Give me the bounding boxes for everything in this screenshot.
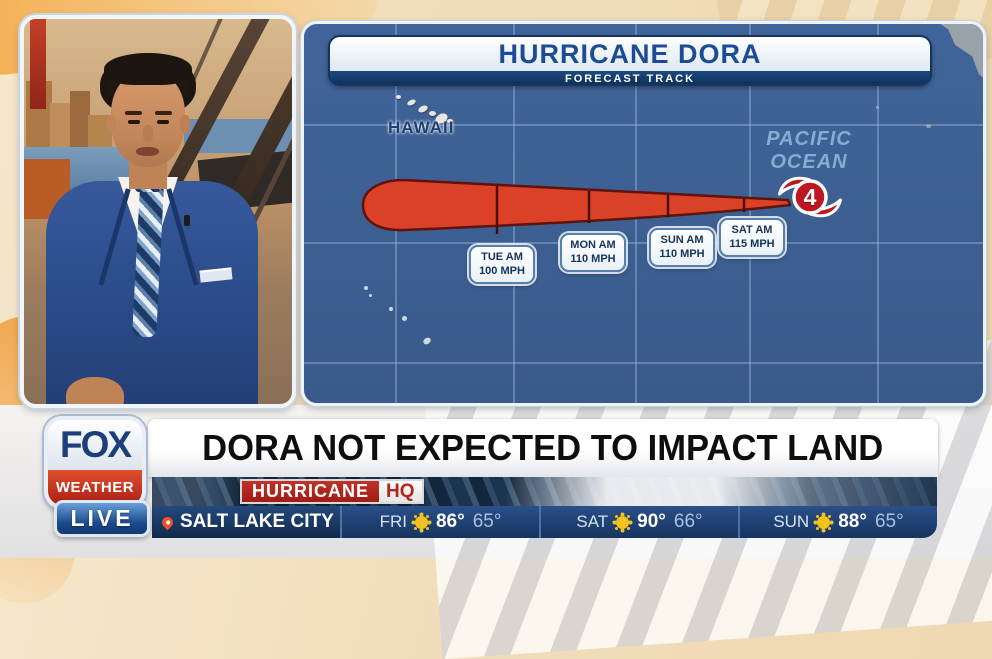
- small-island: [364, 286, 368, 290]
- forecast-time: TUE AM: [481, 251, 523, 263]
- high-temp: 90°: [637, 511, 666, 532]
- map-gridline: [304, 362, 983, 364]
- ocean-label-line1: PACIFIC: [766, 128, 852, 150]
- coastal-islet: [926, 124, 931, 128]
- hawaii-island: [429, 111, 436, 116]
- day-label: SAT: [576, 512, 609, 531]
- forecast-wind: 115 MPH: [729, 238, 775, 251]
- hurricane-hq-word: HURRICANE: [240, 479, 379, 504]
- anchor-nose: [143, 125, 153, 142]
- anchor-hairline: [104, 53, 192, 85]
- ticker-location: SALT LAKE CITY: [152, 506, 340, 538]
- coastal-islet: [876, 106, 879, 109]
- anchor-mouth: [136, 147, 159, 156]
- anchor-eyebrow: [155, 111, 172, 115]
- anchor-eye: [157, 120, 169, 124]
- ocean-label: PACIFIC OCEAN: [734, 128, 884, 174]
- anchor-eyebrow: [125, 111, 142, 115]
- storm-category: 4: [803, 183, 817, 210]
- day-label: FRI: [379, 512, 407, 531]
- fox-logo-top: FOX: [48, 420, 142, 471]
- headline-text: DORA NOT EXPECTED TO IMPACT LAND: [202, 427, 884, 468]
- forecast-time: SAT AM: [731, 224, 773, 236]
- high-temp: 88°: [838, 511, 867, 532]
- location-pin-icon: [159, 514, 176, 530]
- anchor-video-feed: [20, 15, 296, 408]
- hurricane-icon: [778, 176, 842, 218]
- map-title-banner: HURRICANE DORA FORECAST TRACK: [328, 35, 932, 86]
- ocean-label-line2: OCEAN: [770, 151, 848, 173]
- map-gridline: [749, 24, 751, 403]
- ticker-location-label: SALT LAKE CITY: [180, 511, 334, 532]
- high-temp: 86°: [435, 511, 465, 532]
- map-gridline: [304, 124, 983, 126]
- forecast-time: SUN AM: [660, 234, 704, 246]
- lapel-microphone: [184, 215, 190, 226]
- ticker-day-sat: SAT 90° 66°: [539, 506, 738, 538]
- forecast-point-sun: SUN AM 110 MPH: [649, 228, 715, 267]
- sun-icon: [817, 515, 831, 529]
- ticker-day-sun: SUN 88° 65°: [738, 506, 937, 538]
- sun-icon: [616, 515, 630, 529]
- low-temp: 65°: [472, 511, 502, 532]
- forecast-wind: 110 MPH: [570, 253, 616, 266]
- day-label: SUN: [773, 512, 810, 531]
- fox-logo-bottom: WEATHER: [48, 470, 142, 505]
- low-temp: 66°: [673, 511, 703, 532]
- hawaii-island: [396, 95, 401, 99]
- anchor-ear: [106, 115, 116, 133]
- hurricane-hq-badge: HURRICANE HQ: [240, 479, 424, 504]
- anchor-ear: [180, 115, 190, 133]
- forecast-point-sat: SAT AM 115 MPH: [719, 218, 785, 257]
- map-subtitle: FORECAST TRACK: [330, 71, 930, 84]
- map-title: HURRICANE DORA: [330, 37, 930, 71]
- forecast-wind: 110 MPH: [659, 248, 705, 261]
- weather-ticker: SALT LAKE CITY FRI 86° 65° SAT 90° 66° S…: [152, 506, 937, 538]
- hurricane-hq-letters: HQ: [379, 479, 424, 504]
- live-badge: LIVE: [54, 500, 150, 537]
- low-temp: 65°: [874, 511, 904, 532]
- franchise-strip: HURRICANE HQ: [152, 477, 937, 506]
- ticker-day-fri: FRI 86° 65°: [340, 506, 539, 538]
- forecast-map: HAWAII PACIFIC OCEAN 4 SAT AM 115 MPH SU…: [301, 21, 986, 406]
- forecast-wind: 100 MPH: [479, 265, 525, 278]
- hawaii-label: HAWAII: [388, 118, 455, 137]
- headline-bar: DORA NOT EXPECTED TO IMPACT LAND: [148, 419, 938, 477]
- forecast-point-tue: TUE AM 100 MPH: [469, 245, 535, 284]
- hawaii-island: [447, 119, 453, 123]
- city-red-tower: [30, 19, 46, 109]
- forecast-point-mon: MON AM 110 MPH: [560, 233, 626, 272]
- small-island: [402, 316, 407, 321]
- sun-icon: [414, 515, 428, 529]
- forecast-cone: [361, 178, 792, 234]
- map-gridline: [304, 242, 983, 244]
- forecast-time: MON AM: [570, 239, 616, 251]
- anchor-hand: [66, 377, 124, 404]
- small-island: [389, 307, 393, 311]
- small-island: [369, 294, 372, 297]
- anchor-eye: [128, 120, 140, 124]
- fox-weather-logo: FOX WEATHER: [44, 416, 146, 509]
- map-gridline: [877, 24, 879, 403]
